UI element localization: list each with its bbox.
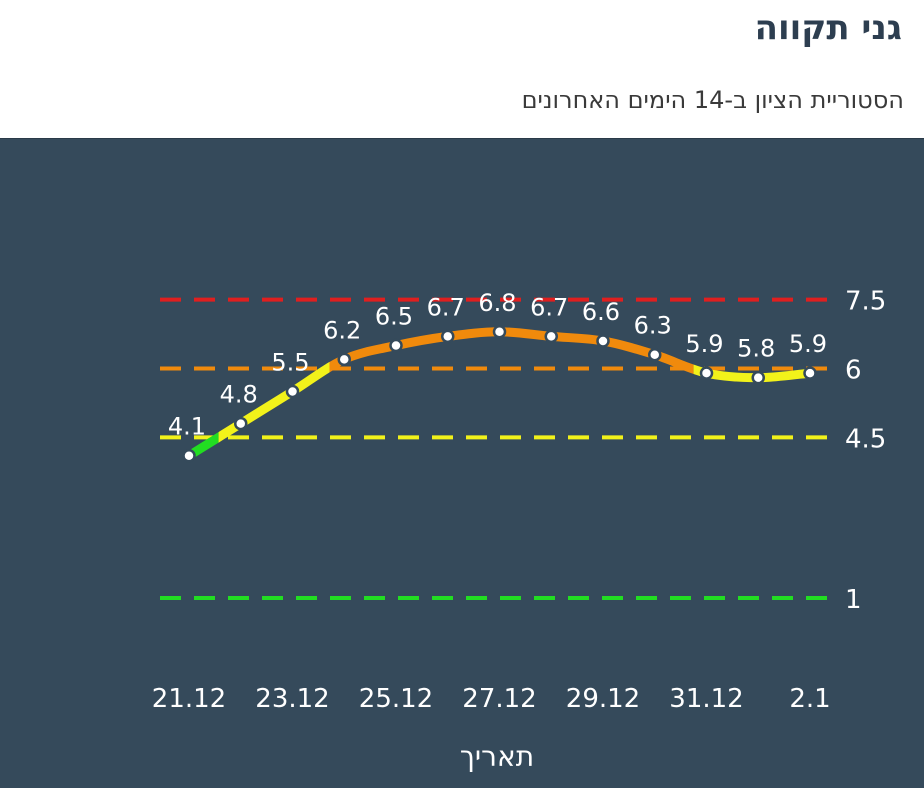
data-label: 5.8 [737, 335, 775, 363]
chart-header: גני תקווה הסטוריית הציון ב-14 הימים האחר… [0, 0, 924, 138]
data-label: 6.7 [427, 293, 465, 321]
threshold-lines: 7.5 6 4.5 1 [160, 287, 886, 615]
data-label: 6.7 [530, 293, 568, 321]
chart-subtitle: הסטוריית הציון ב-14 הימים האחרונים [521, 86, 904, 114]
data-point [699, 366, 714, 380]
data-label: 6.6 [582, 298, 620, 326]
data-point [389, 338, 403, 353]
data-point [596, 334, 610, 348]
data-label: 4.1 [168, 413, 206, 441]
x-tick-label: 25.12 [359, 684, 433, 714]
data-point [182, 448, 196, 463]
data-labels: 4.1 4.8 5.5 6.2 6.5 6.7 6.8 6.7 6.6 6.3 5.9 5.8 5.9 [168, 289, 827, 441]
chart-panel: 7.5 6 4.5 1 4.1 4.8 5.5 6.2 6.5 6.7 6.8 6.7 6.6 6.3 5… [0, 138, 924, 788]
data-point [285, 384, 300, 399]
page-title: גני תקווה [754, 8, 902, 48]
line-segment [395, 331, 449, 350]
x-axis-label: תאריך [460, 740, 534, 773]
line-segment [758, 368, 811, 383]
data-label: 5.5 [271, 348, 309, 376]
data-point [441, 329, 455, 344]
x-axis-ticks: 21.12 23.12 25.12 27.12 29.12 31.12 2.1 [152, 684, 831, 714]
line-segment [342, 341, 397, 364]
data-points [182, 325, 817, 463]
threshold-label-1: 1 [845, 585, 862, 615]
score-history-chart: 7.5 6 4.5 1 4.1 4.8 5.5 6.2 6.5 6.7 6.8 6.7 6.6 6.3 5… [152, 287, 887, 773]
data-point [492, 325, 507, 339]
threshold-label-4.5: 4.5 [845, 424, 886, 454]
line-segment [705, 368, 759, 383]
data-label: 6.5 [375, 303, 413, 331]
data-point [803, 366, 817, 380]
x-tick-label: 23.12 [255, 684, 329, 714]
data-label: 6.2 [323, 316, 361, 344]
line-segment [550, 331, 604, 346]
data-label: 5.9 [685, 330, 723, 358]
data-label: 6.8 [478, 289, 516, 317]
x-tick-label: 29.12 [566, 684, 640, 714]
line-segment [602, 336, 657, 360]
data-point [648, 347, 662, 362]
line-segment [447, 327, 500, 341]
data-label: 4.8 [220, 381, 258, 409]
line-segment [499, 327, 552, 341]
data-label: 5.9 [789, 330, 827, 358]
data-point [337, 352, 351, 367]
threshold-label-7.5: 7.5 [845, 287, 886, 317]
x-tick-label: 31.12 [669, 684, 743, 714]
x-tick-label: 21.12 [152, 684, 226, 714]
threshold-label-6: 6 [845, 356, 862, 386]
data-point [751, 370, 765, 385]
data-point [234, 416, 248, 431]
x-tick-label: 27.12 [462, 684, 536, 714]
x-tick-label: 2.1 [789, 684, 830, 714]
data-label: 6.3 [634, 312, 672, 340]
data-point [544, 329, 558, 344]
